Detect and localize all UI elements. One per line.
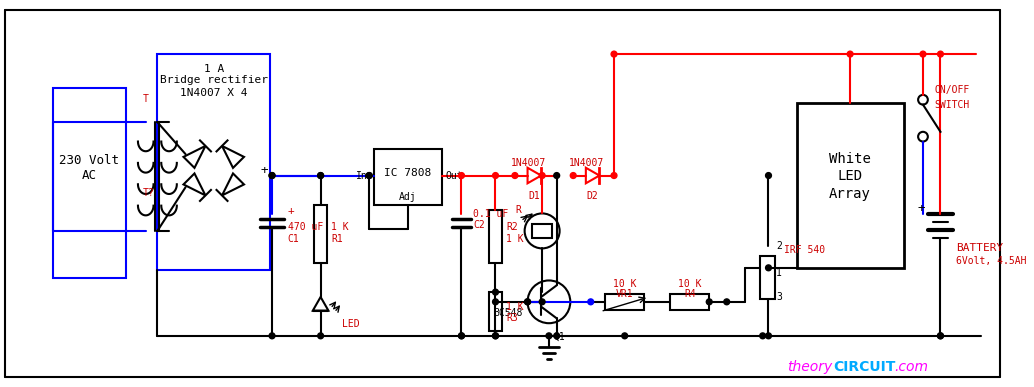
FancyBboxPatch shape	[374, 149, 443, 205]
Text: C1: C1	[287, 234, 299, 244]
Circle shape	[611, 173, 617, 178]
Circle shape	[458, 333, 464, 339]
Text: D1: D1	[528, 191, 540, 201]
Text: Array: Array	[829, 187, 871, 201]
Circle shape	[554, 173, 559, 178]
Circle shape	[706, 299, 712, 305]
Circle shape	[317, 173, 324, 178]
Circle shape	[587, 299, 594, 305]
Circle shape	[760, 333, 765, 339]
Text: LED: LED	[342, 319, 360, 329]
Text: 470 uF: 470 uF	[287, 222, 323, 232]
Text: 6Volt, 4.5AH: 6Volt, 4.5AH	[956, 256, 1027, 266]
Text: T: T	[143, 94, 149, 104]
Circle shape	[546, 333, 552, 339]
Text: CIRCUIT: CIRCUIT	[833, 360, 896, 374]
Circle shape	[492, 173, 498, 178]
Text: C2: C2	[474, 220, 485, 230]
Circle shape	[571, 173, 576, 178]
Circle shape	[458, 333, 464, 339]
Text: SWITCH: SWITCH	[935, 99, 970, 110]
Text: +: +	[261, 164, 268, 177]
Text: T?: T?	[143, 188, 154, 198]
Circle shape	[317, 173, 324, 178]
Text: White: White	[829, 152, 871, 166]
Circle shape	[492, 289, 498, 295]
Text: +: +	[917, 202, 925, 215]
Text: 1N4007 X 4: 1N4007 X 4	[180, 88, 247, 98]
Circle shape	[512, 173, 518, 178]
Circle shape	[938, 333, 943, 339]
Circle shape	[724, 299, 730, 305]
Circle shape	[492, 333, 498, 339]
FancyBboxPatch shape	[760, 256, 776, 299]
FancyBboxPatch shape	[796, 103, 904, 268]
Text: LED: LED	[838, 170, 862, 183]
FancyBboxPatch shape	[670, 294, 709, 310]
Text: 1 A: 1 A	[204, 63, 224, 74]
Circle shape	[524, 299, 530, 305]
Circle shape	[847, 51, 853, 57]
Text: IC 7808: IC 7808	[385, 168, 431, 178]
FancyBboxPatch shape	[605, 294, 644, 310]
FancyBboxPatch shape	[313, 205, 328, 263]
Circle shape	[317, 333, 324, 339]
Text: AC: AC	[82, 169, 97, 182]
Circle shape	[524, 299, 530, 305]
FancyBboxPatch shape	[489, 209, 503, 263]
Text: 0.1 uF: 0.1 uF	[474, 209, 509, 219]
Text: 230 Volt: 230 Volt	[59, 154, 119, 168]
Text: Bridge rectifier: Bridge rectifier	[159, 75, 268, 85]
Circle shape	[938, 333, 943, 339]
Circle shape	[458, 173, 464, 178]
Circle shape	[269, 173, 275, 178]
Text: 1N4007: 1N4007	[569, 158, 605, 168]
Text: 1 K: 1 K	[507, 234, 524, 244]
Text: ON/OFF: ON/OFF	[935, 85, 970, 95]
Circle shape	[539, 299, 545, 305]
Circle shape	[938, 51, 943, 57]
Text: .com: .com	[893, 360, 927, 374]
Text: R: R	[515, 205, 521, 214]
Text: 1 K: 1 K	[507, 302, 524, 312]
Text: In: In	[357, 171, 368, 180]
Circle shape	[492, 333, 498, 339]
Text: Out: Out	[446, 171, 463, 180]
FancyBboxPatch shape	[533, 224, 552, 238]
Circle shape	[269, 173, 275, 178]
Circle shape	[765, 333, 771, 339]
Circle shape	[554, 333, 559, 339]
Text: 3: 3	[777, 292, 782, 302]
Circle shape	[765, 173, 771, 178]
Text: Q1: Q1	[554, 332, 566, 342]
Text: VR1: VR1	[616, 289, 634, 299]
Text: 1N4007: 1N4007	[511, 158, 546, 168]
Text: BC548: BC548	[493, 308, 523, 319]
Text: 1 K: 1 K	[331, 222, 348, 232]
Text: D2: D2	[586, 191, 599, 201]
Circle shape	[492, 299, 498, 305]
Circle shape	[366, 173, 372, 178]
Circle shape	[920, 51, 925, 57]
Text: theory: theory	[787, 360, 832, 374]
FancyBboxPatch shape	[489, 292, 503, 331]
Text: IRF 540: IRF 540	[784, 245, 825, 255]
Text: BATTERY: BATTERY	[956, 243, 1003, 253]
Text: 10 K: 10 K	[613, 279, 637, 289]
Circle shape	[539, 173, 545, 178]
Text: R2: R2	[507, 222, 518, 232]
Circle shape	[611, 51, 617, 57]
Text: +: +	[287, 207, 295, 216]
Circle shape	[621, 333, 628, 339]
Circle shape	[269, 333, 275, 339]
Text: 2: 2	[777, 241, 782, 252]
Text: R1: R1	[331, 234, 343, 244]
Text: R3: R3	[507, 313, 518, 324]
Text: Adj: Adj	[399, 192, 417, 202]
Circle shape	[366, 173, 372, 178]
Circle shape	[765, 265, 771, 271]
Text: 10 K: 10 K	[678, 279, 701, 289]
Text: 1: 1	[777, 268, 782, 278]
Text: R4: R4	[683, 289, 696, 299]
